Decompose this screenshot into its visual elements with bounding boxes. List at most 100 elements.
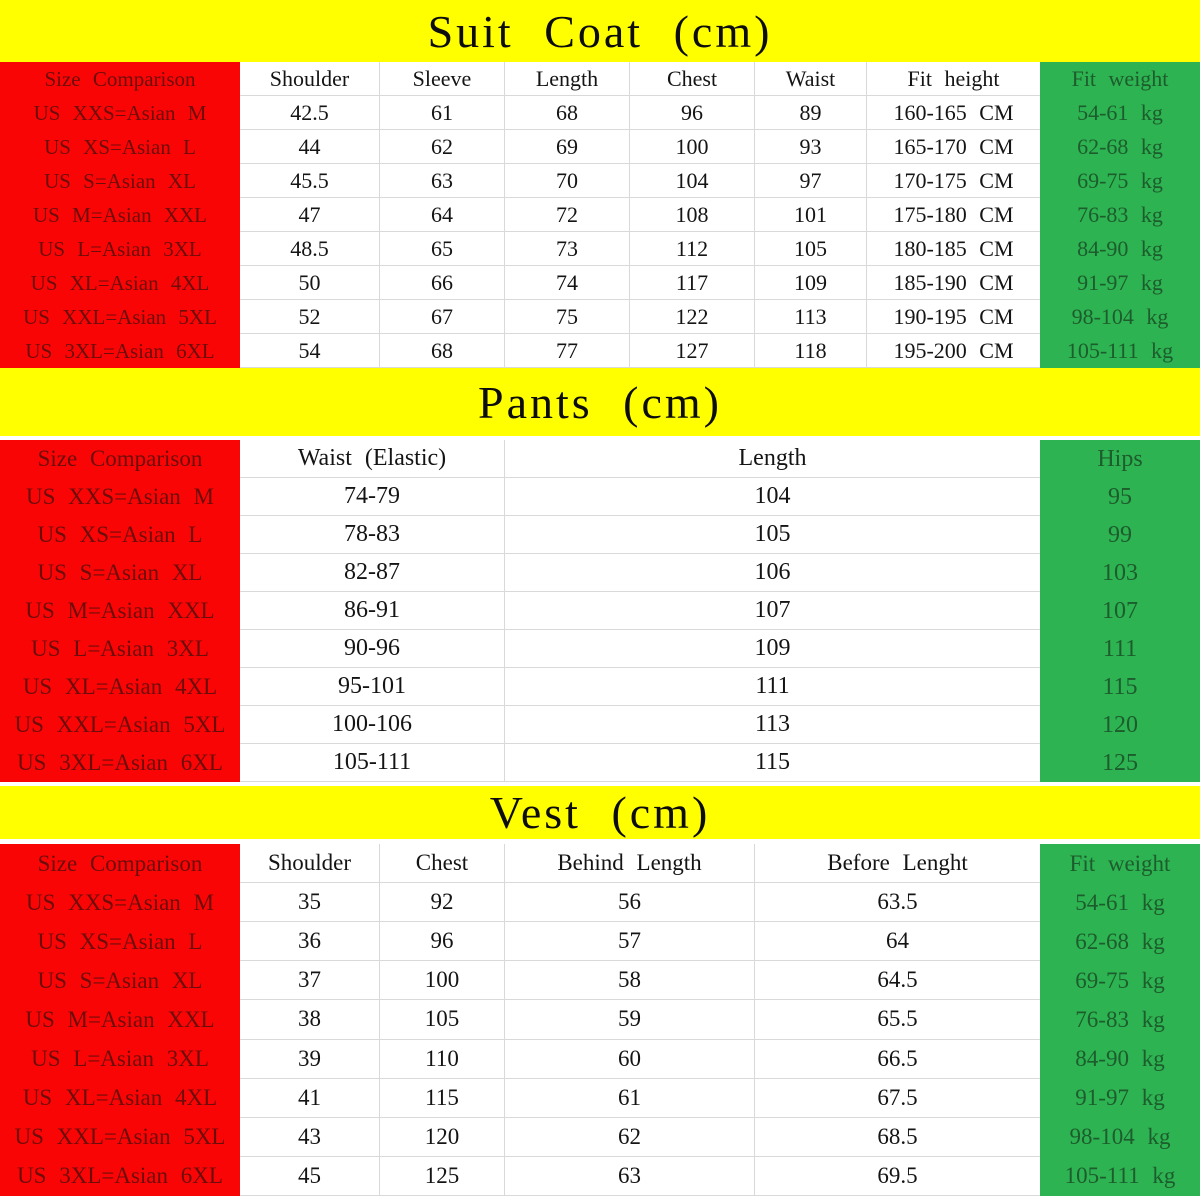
vest-value-cell: 67.5 [755, 1078, 1040, 1118]
vest-value-cell: 57 [505, 922, 755, 962]
suit-coat-value-cell: 109 [755, 266, 867, 300]
vest-value-cell: 125 [380, 1156, 505, 1196]
suit-coat-value-cell: 175-180 CM [867, 198, 1040, 232]
pants-row-3: US S=Asian XL 82-87 106 103 [0, 554, 1200, 592]
suit-coat-value-cell: 170-175 CM [867, 164, 1040, 198]
vest-row-6: US XL=Asian 4XL 41 115 61 67.5 91-97 kg [0, 1078, 1200, 1118]
vest-value-cell: 43 [240, 1117, 380, 1157]
vest-header-size-comparison: Size Comparison [0, 844, 240, 884]
pants-value-cell: 104 [505, 478, 1040, 516]
vest-value-cell: 115 [380, 1078, 505, 1118]
suit-coat-value-cell: 113 [755, 300, 867, 334]
suit-coat-value-cell: 105 [755, 232, 867, 266]
suit-coat-row-1: US XXS=Asian M 42.5 61 68 96 89 160-165 CM 54-6… [0, 96, 1200, 130]
vest-value-cell: 38 [240, 1000, 380, 1040]
suit-coat-title: Suit Coat (cm) [427, 5, 773, 57]
suit-coat-row-3: US S=Asian XL 45.5 63 70 104 97 170-175 CM 69-7… [0, 164, 1200, 198]
vest-size-label: US S=Asian XL [0, 961, 240, 1001]
pants-title: Pants (cm) [477, 376, 722, 428]
suit-coat-value-cell: 62 [380, 130, 505, 164]
vest-value-cell: 105 [380, 1000, 505, 1040]
vest-size-label: US L=Asian 3XL [0, 1039, 240, 1079]
pants-size-label: US XXL=Asian 5XL [0, 706, 240, 744]
pants-size-label: US 3XL=Asian 6XL [0, 744, 240, 782]
suit-coat-value-cell: 117 [630, 266, 755, 300]
suit-coat-value-cell: 112 [630, 232, 755, 266]
pants-size-label: US L=Asian 3XL [0, 630, 240, 668]
vest-table: Size Comparison Shoulder Chest Behind Lengt… [0, 844, 1200, 1196]
pants-row-5: US L=Asian 3XL 90-96 109 111 [0, 630, 1200, 668]
vest-value-cell: 41 [240, 1078, 380, 1118]
pants-row-1: US XXS=Asian M 74-79 104 95 [0, 478, 1200, 516]
pants-value-cell: 86-91 [240, 592, 505, 630]
pants-size-label: US XL=Asian 4XL [0, 668, 240, 706]
pants-row-2: US XS=Asian L 78-83 105 99 [0, 516, 1200, 554]
vest-value-cell: 58 [505, 961, 755, 1001]
suit-coat-value-cell: 54-61 kg [1040, 96, 1200, 130]
vest-value-cell: 62 [505, 1117, 755, 1157]
suit-coat-value-cell: 93 [755, 130, 867, 164]
suit-coat-value-cell: 122 [630, 300, 755, 334]
pants-value-cell: 111 [1040, 630, 1200, 668]
vest-value-cell: 59 [505, 1000, 755, 1040]
vest-row-5: US L=Asian 3XL 39 110 60 66.5 84-90 kg [0, 1039, 1200, 1079]
suit-coat-value-cell: 108 [630, 198, 755, 232]
pants-value-cell: 115 [505, 744, 1040, 782]
suit-coat-value-cell: 180-185 CM [867, 232, 1040, 266]
vest-size-label: US XL=Asian 4XL [0, 1078, 240, 1118]
suit-coat-value-cell: 118 [755, 334, 867, 368]
pants-header-row: Size Comparison Waist (Elastic) Length Hips [0, 440, 1200, 478]
vest-value-cell: 62-68 kg [1040, 922, 1200, 962]
vest-value-cell: 98-104 kg [1040, 1117, 1200, 1157]
vest-value-cell: 65.5 [755, 1000, 1040, 1040]
suit-coat-value-cell: 73 [505, 232, 630, 266]
suit-coat-value-cell: 127 [630, 334, 755, 368]
suit-coat-row-6: US XL=Asian 4XL 50 66 74 117 109 185-190 CM 91-… [0, 266, 1200, 300]
suit-coat-value-cell: 69-75 kg [1040, 164, 1200, 198]
suit-coat-value-cell: 75 [505, 300, 630, 334]
suit-coat-value-cell: 54 [240, 334, 380, 368]
vest-row-7: US XXL=Asian 5XL 43 120 62 68.5 98-104 kg [0, 1117, 1200, 1157]
pants-row-8: US 3XL=Asian 6XL 105-111 115 125 [0, 744, 1200, 782]
vest-value-cell: 61 [505, 1078, 755, 1118]
suit-coat-value-cell: 104 [630, 164, 755, 198]
vest-header-col-3: Behind Length [505, 844, 755, 884]
pants-header-col-2: Length [505, 440, 1040, 478]
pants-value-cell: 100-106 [240, 706, 505, 744]
vest-value-cell: 63.5 [755, 883, 1040, 923]
vest-value-cell: 91-97 kg [1040, 1078, 1200, 1118]
vest-header-col-2: Chest [380, 844, 505, 884]
pants-header-col-1: Waist (Elastic) [240, 440, 505, 478]
suit-coat-size-label: US L=Asian 3XL [0, 232, 240, 266]
suit-coat-value-cell: 48.5 [240, 232, 380, 266]
suit-coat-value-cell: 96 [630, 96, 755, 130]
vest-value-cell: 66.5 [755, 1039, 1040, 1079]
suit-coat-row-7: US XXL=Asian 5XL 52 67 75 122 113 190-195 CM 98… [0, 300, 1200, 334]
suit-coat-header-size-comparison: Size Comparison [0, 62, 240, 96]
vest-size-label: US XXL=Asian 5XL [0, 1117, 240, 1157]
suit-coat-row-5: US L=Asian 3XL 48.5 65 73 112 105 180-185 CM 84… [0, 232, 1200, 266]
vest-value-cell: 64.5 [755, 961, 1040, 1001]
suit-coat-value-cell: 62-68 kg [1040, 130, 1200, 164]
suit-coat-value-cell: 89 [755, 96, 867, 130]
pants-value-cell: 78-83 [240, 516, 505, 554]
vest-value-cell: 105-111 kg [1040, 1156, 1200, 1196]
suit-coat-value-cell: 42.5 [240, 96, 380, 130]
suit-coat-value-cell: 160-165 CM [867, 96, 1040, 130]
pants-size-label: US M=Asian XXL [0, 592, 240, 630]
pants-value-cell: 82-87 [240, 554, 505, 592]
vest-title-band: Vest (cm) [0, 786, 1200, 839]
pants-size-label: US XS=Asian L [0, 516, 240, 554]
vest-value-cell: 120 [380, 1117, 505, 1157]
vest-value-cell: 96 [380, 922, 505, 962]
suit-coat-header-last-col: Fit weight [1040, 62, 1200, 96]
pants-size-label: US XXS=Asian M [0, 478, 240, 516]
vest-value-cell: 84-90 kg [1040, 1039, 1200, 1079]
vest-value-cell: 39 [240, 1039, 380, 1079]
vest-value-cell: 45 [240, 1156, 380, 1196]
suit-coat-value-cell: 76-83 kg [1040, 198, 1200, 232]
pants-value-cell: 95 [1040, 478, 1200, 516]
suit-coat-value-cell: 67 [380, 300, 505, 334]
pants-title-band: Pants (cm) [0, 368, 1200, 436]
